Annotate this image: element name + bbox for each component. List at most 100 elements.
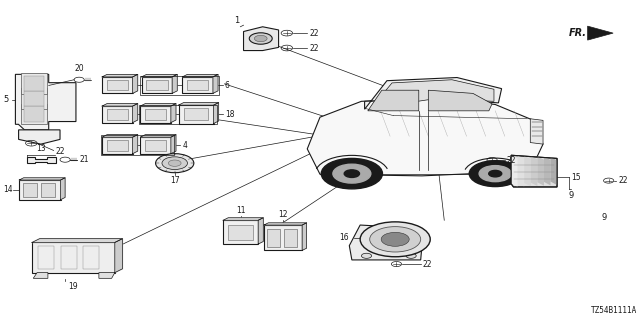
Bar	[139, 105, 217, 124]
Polygon shape	[538, 156, 544, 186]
Bar	[107, 80, 128, 91]
Bar	[141, 77, 172, 93]
Bar	[107, 140, 128, 151]
Text: 22: 22	[309, 44, 319, 52]
Polygon shape	[531, 119, 543, 144]
Polygon shape	[223, 218, 263, 220]
Bar	[20, 104, 47, 124]
Text: 17: 17	[170, 177, 180, 186]
Bar	[24, 106, 44, 122]
Bar	[284, 229, 297, 247]
Polygon shape	[61, 178, 65, 200]
Polygon shape	[33, 273, 48, 278]
Text: 22: 22	[422, 260, 432, 268]
Circle shape	[162, 157, 188, 170]
Circle shape	[406, 253, 416, 258]
Polygon shape	[132, 74, 138, 93]
Text: 22: 22	[56, 147, 65, 156]
Bar	[83, 246, 99, 269]
Bar	[22, 183, 37, 197]
Circle shape	[168, 160, 181, 166]
Polygon shape	[15, 74, 76, 130]
Polygon shape	[27, 157, 56, 163]
Text: 3: 3	[144, 141, 149, 150]
Text: FR.: FR.	[568, 28, 586, 38]
Polygon shape	[141, 74, 177, 77]
Polygon shape	[550, 157, 557, 185]
Circle shape	[321, 158, 383, 189]
Bar	[187, 80, 209, 91]
Bar	[223, 220, 258, 244]
Bar	[267, 229, 280, 247]
Circle shape	[479, 166, 511, 182]
Polygon shape	[368, 90, 419, 111]
Polygon shape	[171, 135, 176, 154]
Text: 15: 15	[571, 173, 580, 182]
Text: 9: 9	[602, 213, 607, 222]
Bar	[145, 109, 166, 120]
Bar	[19, 180, 61, 200]
Text: 18: 18	[225, 110, 234, 119]
Circle shape	[249, 33, 272, 44]
Polygon shape	[102, 104, 138, 106]
Bar	[102, 106, 132, 123]
Circle shape	[156, 154, 194, 173]
Circle shape	[333, 164, 371, 183]
Circle shape	[370, 227, 420, 252]
Text: 2: 2	[182, 110, 187, 119]
Text: 13: 13	[36, 144, 45, 153]
Polygon shape	[102, 74, 138, 77]
Text: 22: 22	[618, 176, 628, 185]
Text: 22: 22	[506, 156, 516, 164]
Polygon shape	[140, 135, 176, 137]
Polygon shape	[302, 223, 307, 251]
Circle shape	[469, 161, 521, 187]
Polygon shape	[524, 156, 531, 186]
Text: 16: 16	[339, 233, 349, 242]
Polygon shape	[172, 74, 177, 93]
Circle shape	[254, 35, 267, 42]
Text: 1: 1	[234, 16, 240, 25]
Polygon shape	[244, 27, 278, 51]
Polygon shape	[518, 156, 524, 187]
Text: 22: 22	[309, 28, 319, 38]
Bar	[264, 225, 302, 251]
Polygon shape	[349, 225, 422, 260]
Bar	[24, 91, 44, 106]
Polygon shape	[132, 135, 138, 154]
Polygon shape	[32, 239, 122, 243]
Polygon shape	[511, 155, 557, 187]
Text: 12: 12	[278, 210, 288, 219]
Polygon shape	[588, 26, 613, 40]
Text: 4: 4	[182, 141, 188, 150]
Polygon shape	[102, 135, 138, 137]
Text: 7: 7	[184, 81, 189, 90]
Bar	[146, 80, 168, 91]
Polygon shape	[531, 156, 538, 186]
Text: 8: 8	[144, 81, 149, 90]
Text: 14: 14	[3, 185, 13, 194]
Bar	[102, 77, 132, 93]
Bar	[41, 183, 55, 197]
Text: 9: 9	[568, 191, 573, 200]
Circle shape	[362, 253, 372, 258]
Bar	[20, 88, 47, 109]
Circle shape	[489, 171, 502, 177]
Circle shape	[360, 222, 430, 257]
Bar	[61, 246, 77, 269]
Bar	[20, 73, 47, 94]
Text: 10: 10	[144, 110, 154, 119]
Text: 5: 5	[4, 95, 9, 104]
Polygon shape	[115, 239, 122, 273]
Bar	[38, 246, 54, 269]
Bar	[228, 225, 253, 240]
Bar	[140, 137, 171, 154]
Polygon shape	[182, 74, 218, 77]
Polygon shape	[99, 273, 115, 278]
Polygon shape	[171, 104, 176, 123]
Polygon shape	[428, 90, 492, 111]
Text: TZ54B1111A: TZ54B1111A	[591, 306, 637, 315]
Bar	[184, 108, 209, 120]
Bar	[140, 106, 171, 123]
Polygon shape	[32, 243, 115, 273]
